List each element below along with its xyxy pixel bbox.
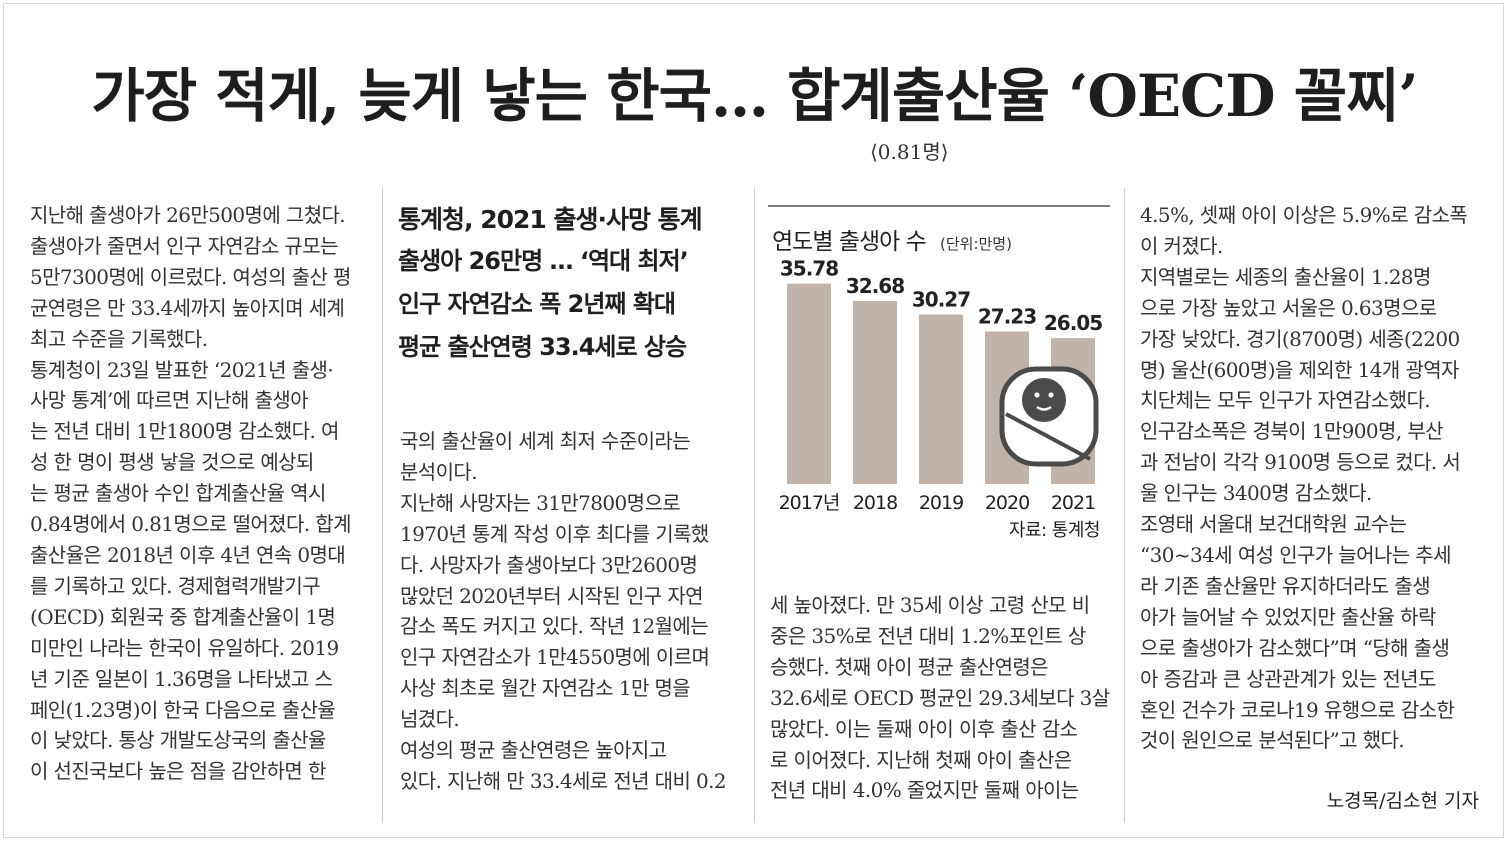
column-divider xyxy=(382,188,383,823)
text-line: 넘겼다. xyxy=(400,707,460,732)
text-line: 지난해 사망자는 31만7800명으로 xyxy=(400,490,681,515)
text-line: (OECD) 회원국 중 합계출산율이 1명 xyxy=(30,604,336,629)
subheadline-box: 통계청, 2021 출생·사망 통계 출생아 26만명 … ‘역대 최저’ 인구… xyxy=(398,200,743,369)
chart-category-label: 2017년 xyxy=(779,492,840,514)
chart-source: 자료: 통계청 xyxy=(1009,520,1100,541)
chart-unit: (단위:만명) xyxy=(940,235,1012,253)
text-line: 여성의 평균 출산연령은 높아지고 xyxy=(400,738,667,763)
text-line: 명) 울산(600명)을 제외한 14개 광역자 xyxy=(1140,357,1459,382)
text-line: 것이 원인으로 분석된다”고 했다. xyxy=(1140,728,1405,753)
text-line: 출생아가 줄면서 인구 자연감소 규모는 xyxy=(30,233,338,258)
column-divider xyxy=(1124,188,1125,823)
text-line: 5만7300명에 이르렀다. 여성의 출산 평 xyxy=(30,264,351,289)
text-line: 많았던 2020년부터 시작된 인구 자연 xyxy=(400,583,704,608)
page-frame xyxy=(3,3,1504,838)
text-line: 혼인 건수가 코로나19 유행으로 감소한 xyxy=(1140,697,1455,722)
subheadline-line: 통계청, 2021 출생·사망 통계 xyxy=(398,205,703,234)
text-line: 승했다. 첫째 아이 평균 출산연령은 xyxy=(770,654,1049,679)
column-divider xyxy=(754,188,755,823)
chart-category-label: 2019 xyxy=(919,492,963,514)
text-line: 이 커졌다. xyxy=(1140,233,1223,258)
article-column-1: 지난해 출생아가 26만500명에 그쳤다. 출생아가 줄면서 인구 자연감소 규… xyxy=(30,200,370,787)
text-line: 아 증감과 큰 상관관계가 있는 전년도 xyxy=(1140,666,1436,691)
subheadline-line: 인구 자연감소 폭 2년째 확대 xyxy=(398,290,676,318)
chart-value-label: 30.27 xyxy=(912,287,970,311)
text-line: 균연령은 만 33.4세까지 높아지며 세계 xyxy=(30,295,345,320)
text-line: 분석이다. xyxy=(400,459,478,484)
text-line: 아가 늘어날 수 있었지만 출산율 하락 xyxy=(1140,604,1436,629)
text-line: 미만인 나라는 한국이 유일하다. 2019 xyxy=(30,635,339,660)
text-line: 치단체는 모두 인구가 자연감소했다. xyxy=(1140,388,1431,413)
text-line: 로 이어졌다. 지난해 첫째 아이 출산은 xyxy=(770,747,1072,772)
text-line: 라 기존 출산율만 유지하더라도 출생 xyxy=(1140,573,1431,598)
text-line: 가장 낮았다. 경기(8700명) 세종(2200 xyxy=(1140,326,1460,351)
text-line: 인구 자연감소가 1만4550명에 이르며 xyxy=(400,645,710,670)
text-line: 많았다. 이는 둘째 아이 이후 출산 감소 xyxy=(770,716,1078,741)
text-line: 32.6세로 OECD 평균인 29.3세보다 3살 xyxy=(770,685,1110,710)
baby-icon xyxy=(999,366,1099,467)
text-line: 는 전년 대비 1만1800명 감소했다. 여 xyxy=(30,419,339,444)
chart-category-label: 2020 xyxy=(985,492,1029,514)
text-line: 성 한 명이 평생 낳을 것으로 예상되 xyxy=(30,450,314,475)
text-line: 년 기준 일본이 1.36명을 나타냈고 스 xyxy=(30,666,333,691)
text-line: 0.84명에서 0.81명으로 떨어졌다. 합계 xyxy=(30,512,352,537)
text-line: 1970년 통계 작성 이후 최다를 기록했 xyxy=(400,521,709,546)
chart-value-label: 27.23 xyxy=(978,305,1036,329)
text-line: “30~34세 여성 인구가 늘어나는 추세 xyxy=(1140,542,1452,567)
text-line: 으로 가장 높았고 서울은 0.63명으로 xyxy=(1140,295,1437,320)
text-line: 감소 폭도 커지고 있다. 작년 12월에는 xyxy=(400,614,709,639)
text-line: 는 평균 출생아 수인 합계출산율 역시 xyxy=(30,481,326,506)
text-line: 사상 최초로 월간 자연감소 1만 명을 xyxy=(400,676,691,701)
text-line: 최고 수준을 기록했다. xyxy=(30,326,208,351)
chart-value-label: 35.78 xyxy=(780,257,838,281)
text-line: 페인(1.23명)이 한국 다음으로 출산율 xyxy=(30,697,336,722)
byline: 노경목/김소현 기자 xyxy=(1326,790,1479,812)
chart-category-label: 2021 xyxy=(1051,492,1095,514)
text-line: 지난해 출생아가 26만500명에 그쳤다. xyxy=(30,203,346,227)
text-line: 전년 대비 4.0% 줄었지만 둘째 아이는 xyxy=(770,778,1079,803)
chart-value-label: 32.68 xyxy=(846,274,904,298)
birth-chart: 연도별 출생아 수 (단위:만명) 35.78 2017년 32.68 2018 30.27… xyxy=(768,204,1110,560)
text-line: 이 낮았다. 통상 개발도상국의 출산율 xyxy=(30,728,326,753)
chart-bar xyxy=(919,314,963,484)
text-line: 통계청이 23일 발표한 ‘2021년 출생· xyxy=(30,357,334,382)
headline: 가장 적게, 늦게 낳는 한국… 합계출산율 ‘OECD 꼴찌’ xyxy=(91,62,1418,130)
text-line: 중은 35%로 전년 대비 1.2%포인트 상 xyxy=(770,623,1086,648)
text-line: 조영태 서울대 보건대학원 교수는 xyxy=(1140,512,1407,537)
text-line: 세 높아졌다. 만 35세 이상 고령 산모 비 xyxy=(770,593,1090,617)
chart-value-label: 26.05 xyxy=(1044,311,1102,335)
headline-note: ⟨0.81명⟩ xyxy=(870,140,949,164)
text-line: 으로 출생아가 감소했다”며 “당해 출생 xyxy=(1140,635,1450,660)
chart-title: 연도별 출생아 수 xyxy=(772,229,926,255)
subheadline-line: 출생아 26만명 … ‘역대 최저’ xyxy=(398,247,689,275)
birth-chart-svg: 연도별 출생아 수 (단위:만명) 35.78 2017년 32.68 2018 30.27… xyxy=(768,205,1110,541)
subheadline-line: 평균 출산연령 33.4세로 상승 xyxy=(398,333,687,361)
text-line: 있다. 지난해 만 33.4세로 전년 대비 0.2 xyxy=(400,768,727,793)
chart-bar xyxy=(787,283,831,484)
text-line: 사망 통계’에 따르면 지난해 출생아 xyxy=(30,388,309,413)
text-line: 울 인구는 3400명 감소했다. xyxy=(1140,481,1372,506)
text-line: 과 전남이 각각 9100명 등으로 컸다. 서 xyxy=(1140,450,1461,475)
chart-category-label: 2018 xyxy=(853,492,897,514)
text-line: 지역별로는 세종의 출산율이 1.28명 xyxy=(1140,264,1431,289)
text-line: 4.5%, 셋째 아이 이상은 5.9%로 감소폭 xyxy=(1140,203,1468,227)
text-line: 출산율은 2018년 이후 4년 연속 0명대 xyxy=(30,542,346,567)
text-line: 이 선진국보다 높은 점을 감안하면 한 xyxy=(30,759,326,784)
text-line: 다. 사망자가 출생아보다 3만2600명 xyxy=(400,552,698,577)
chart-bar xyxy=(853,300,897,484)
text-line: 를 기록하고 있다. 경제협력개발기구 xyxy=(30,573,321,598)
text-line: 인구감소폭은 경북이 1만900명, 부산 xyxy=(1140,419,1444,444)
text-line: 국의 출산율이 세계 최저 수준이라는 xyxy=(400,429,691,453)
